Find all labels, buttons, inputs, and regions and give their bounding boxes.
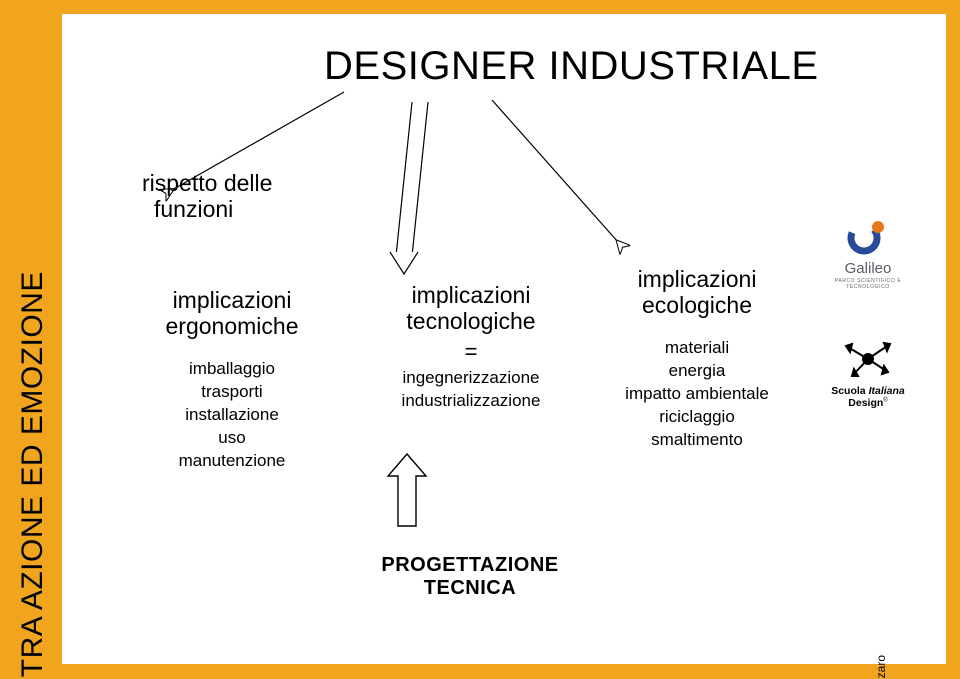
left-sub-2: installazione xyxy=(185,405,279,424)
right-sub-4: smaltimento xyxy=(651,430,743,449)
left-sub-3: uso xyxy=(218,428,245,447)
arrow-mid-r xyxy=(412,102,428,256)
right-sub-1: energia xyxy=(669,361,726,380)
mid-sub-1: industrializzazione xyxy=(402,391,541,410)
copyright: Copyright: Giorgio Pellizzaro xyxy=(874,655,888,679)
right-sub-0: materiali xyxy=(665,338,729,357)
galileo-label: Galileo xyxy=(812,260,924,277)
canvas: DESIGNER INDUSTRIALE rispetto xyxy=(62,14,946,664)
bottom-label: PROGETTAZIONE TECNICA xyxy=(340,554,600,600)
left-label: rispetto delle funzioni xyxy=(142,170,322,223)
left-head-l2: ergonomiche xyxy=(166,313,299,339)
sid-em: Italiana xyxy=(869,385,905,397)
left-sub-0: imballaggio xyxy=(189,359,275,378)
right-sub-3: riciclaggio xyxy=(659,407,735,426)
up-arrow xyxy=(388,454,426,526)
mid-sub-0: ingegnerizzazione xyxy=(402,368,539,387)
mid-head-l1: implicazioni xyxy=(412,282,531,308)
arrow-mid-l xyxy=(396,102,412,256)
right-head-l2: ecologiche xyxy=(642,292,752,318)
left-label-l1: rispetto delle xyxy=(142,170,272,196)
mid-head: implicazioni tecnologiche xyxy=(376,282,566,335)
vertical-title: IL RUOLO DEL DESIGN TRA AZIONE ED EMOZIO… xyxy=(16,271,50,679)
left-label-l2: funzioni xyxy=(142,196,233,222)
right-sub: materiali energia impatto ambientale ric… xyxy=(602,337,792,452)
left-head: implicazioni ergonomiche xyxy=(142,287,322,340)
galileo-tag: PARCO SCIENTIFICO E TECNOLOGICO xyxy=(812,278,924,290)
mid-sub: ingegnerizzazione industrializzazione xyxy=(376,367,566,413)
sid-pre: Scuola xyxy=(831,385,865,397)
diagram-title: DESIGNER INDUSTRIALE xyxy=(324,44,819,89)
sid-block: Scuola Italiana Design® xyxy=(812,336,924,409)
col-left: rispetto delle funzioni implicazioni erg… xyxy=(142,170,322,472)
col-mid: implicazioni tecnologiche = ingegnerizza… xyxy=(376,282,566,413)
left-sub-4: manutenzione xyxy=(179,451,286,470)
vertical-title-container: IL RUOLO DEL DESIGN TRA AZIONE ED EMOZIO… xyxy=(8,14,58,664)
left-sub: imballaggio trasporti installazione uso … xyxy=(142,358,322,473)
sid-post: Design xyxy=(848,397,883,409)
sid-icon xyxy=(838,336,898,382)
page: IL RUOLO DEL DESIGN TRA AZIONE ED EMOZIO… xyxy=(0,0,960,679)
arrow-mid-head xyxy=(390,252,418,274)
col-right: implicazioni ecologiche materiali energi… xyxy=(602,266,792,452)
right-sub-2: impatto ambientale xyxy=(625,384,769,403)
arrow-right xyxy=(492,100,618,242)
left-sub-1: trasporti xyxy=(201,382,262,401)
galileo-icon xyxy=(844,214,892,258)
right-head-l1: implicazioni xyxy=(638,266,757,292)
mid-eq: = xyxy=(376,339,566,365)
mid-head-l2: tecnologiche xyxy=(406,308,535,334)
sid-label: Scuola Italiana Design® xyxy=(812,385,924,409)
logos: Galileo PARCO SCIENTIFICO E TECNOLOGICO … xyxy=(812,214,924,409)
right-head: implicazioni ecologiche xyxy=(602,266,792,319)
left-head-l1: implicazioni xyxy=(173,287,292,313)
